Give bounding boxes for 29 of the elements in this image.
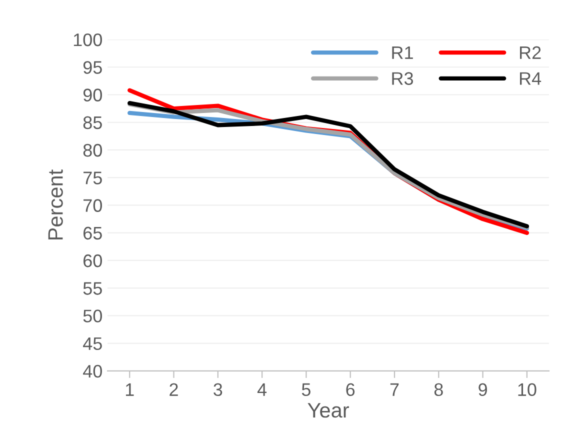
- y-tick-label: 40: [83, 364, 102, 378]
- x-axis-title: Year: [308, 403, 349, 418]
- y-tick-label: 55: [83, 282, 102, 295]
- x-tick-label: 8: [434, 383, 443, 396]
- x-tick-label: 10: [518, 383, 536, 396]
- y-tick-label: 100: [74, 33, 102, 46]
- y-tick-label: 65: [84, 226, 102, 240]
- x-tick-label: 5: [302, 383, 310, 396]
- y-tick-label: 80: [83, 144, 102, 157]
- y-axis-title: Percent: [48, 169, 63, 240]
- x-tick-label: 9: [478, 383, 487, 396]
- y-tick-label: 75: [84, 172, 102, 184]
- x-tick-label: 7: [390, 383, 399, 396]
- legend-label: R2: [520, 46, 541, 59]
- x-tick-label: 6: [346, 383, 355, 396]
- x-tick-label: 2: [170, 383, 178, 396]
- legend-label: R4: [520, 72, 542, 85]
- y-tick-label: 60: [84, 254, 102, 268]
- legend-label: R1: [392, 46, 413, 59]
- y-tick-label: 95: [83, 61, 102, 74]
- y-tick-label: 50: [83, 310, 102, 322]
- y-tick-label: 90: [83, 88, 102, 102]
- x-tick-label: 4: [257, 383, 267, 396]
- y-tick-label: 85: [83, 116, 102, 130]
- x-tick-label: 3: [214, 383, 222, 396]
- legend-label: R3: [392, 72, 414, 85]
- y-tick-label: 70: [84, 199, 102, 212]
- x-tick-label: 1: [126, 383, 134, 396]
- y-tick-label: 45: [83, 337, 102, 350]
